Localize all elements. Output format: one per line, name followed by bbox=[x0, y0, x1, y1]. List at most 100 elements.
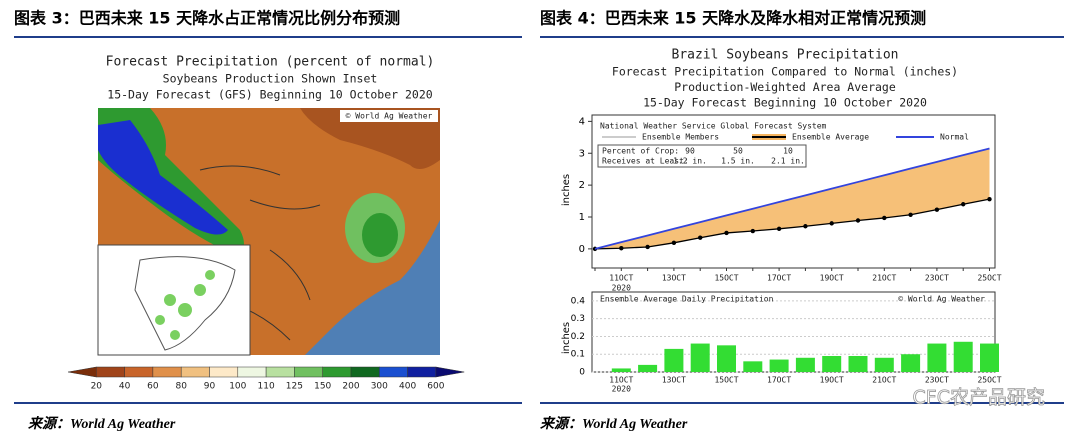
crop-table-cell: 1.2 in. bbox=[673, 157, 707, 166]
x-tick-label: 23OCT bbox=[925, 274, 949, 283]
x-tick-label: 19OCT bbox=[820, 376, 844, 385]
y-tick-label: 0.2 bbox=[571, 332, 585, 342]
x-tick-label: 21OCT bbox=[872, 376, 896, 385]
series-point bbox=[803, 224, 808, 229]
map-figure: Forecast Precipitation (percent of norma… bbox=[67, 42, 465, 395]
series-point bbox=[698, 235, 703, 240]
x-tick-label: 17OCT bbox=[767, 274, 791, 283]
series-line bbox=[594, 147, 990, 250]
crop-table-cell: 2.1 in. bbox=[771, 157, 805, 166]
colorbar-label: 150 bbox=[314, 382, 331, 392]
series-point bbox=[961, 202, 966, 207]
crop-table-cell: 10 bbox=[783, 147, 793, 156]
bar bbox=[795, 357, 815, 372]
bar bbox=[822, 356, 842, 372]
bar bbox=[848, 356, 868, 372]
series-point bbox=[750, 228, 755, 234]
bar bbox=[953, 341, 973, 372]
colorbar-label: 125 bbox=[286, 382, 303, 392]
map-region bbox=[98, 120, 228, 235]
map-credit: © World Ag Weather bbox=[346, 112, 433, 121]
colorbar-swatch bbox=[350, 366, 380, 378]
x-tick-label: 21OCT bbox=[872, 274, 896, 283]
y-tick-label: 3 bbox=[579, 148, 585, 159]
colorbar-label: 60 bbox=[147, 382, 159, 392]
series-point bbox=[987, 196, 992, 202]
colorbar-swatch bbox=[407, 366, 437, 378]
crop-table-cell: 50 bbox=[733, 147, 743, 156]
bar bbox=[927, 343, 947, 372]
crop-table-cell: Percent of Crop: bbox=[602, 147, 679, 156]
chart-credit: © World Ag Weather bbox=[898, 295, 985, 304]
bar bbox=[611, 368, 631, 372]
colorbar-swatch bbox=[180, 366, 210, 378]
credit-box bbox=[340, 110, 438, 122]
legend-label: Ensemble Average bbox=[792, 133, 869, 142]
colorbar-swatch bbox=[379, 366, 408, 378]
y-tick-label: 0 bbox=[579, 368, 585, 378]
x-year-label: 2020 bbox=[612, 385, 631, 394]
colorbar-label: 200 bbox=[342, 382, 359, 392]
bar bbox=[901, 354, 921, 372]
map-subtitle: Soybeans Production Shown Inset bbox=[163, 72, 378, 86]
colorbar-swatch bbox=[209, 366, 239, 378]
legend-title: National Weather Service Global Forecast… bbox=[600, 122, 827, 131]
colorbar-swatch bbox=[152, 366, 182, 378]
x-tick-label: 11OCT bbox=[609, 274, 633, 283]
series-point bbox=[882, 215, 887, 221]
source: 来源：World Ag Weather bbox=[540, 415, 688, 432]
y-axis-label: inches bbox=[561, 322, 572, 354]
bar bbox=[638, 364, 658, 372]
series-point bbox=[934, 207, 940, 212]
bar bbox=[980, 343, 999, 372]
chart-figure: Brazil Soybeans Precipitation Forecast Pr… bbox=[561, 48, 1002, 394]
y-tick-label: 0 bbox=[579, 244, 585, 255]
colorbar-label: 400 bbox=[399, 382, 416, 392]
x-tick-label: 15OCT bbox=[714, 376, 738, 385]
chart-subtitle: Forecast Precipitation Compared to Norma… bbox=[612, 65, 958, 79]
colorbar-label: 100 bbox=[229, 382, 246, 392]
y-tick-label: 1 bbox=[579, 212, 585, 223]
y-tick-label: 4 bbox=[579, 116, 585, 127]
bar bbox=[690, 343, 710, 372]
map-border bbox=[199, 165, 321, 341]
x-tick-label: 25OCT bbox=[977, 274, 1001, 283]
chart-title: Brazil Soybeans Precipitation bbox=[672, 48, 899, 63]
colorbar-swatch bbox=[435, 366, 465, 378]
series-point bbox=[855, 218, 861, 223]
chart-title: Ensemble Average Daily Precipitation bbox=[600, 295, 774, 304]
chart-subtitle: Production-Weighted Area Average bbox=[674, 80, 896, 94]
source: 来源：World Ag Weather bbox=[28, 415, 176, 432]
bar bbox=[874, 357, 894, 372]
x-tick-label: 11OCT bbox=[609, 376, 633, 385]
colorbar-label: 110 bbox=[258, 382, 275, 392]
x-year-label: 2020 bbox=[612, 284, 631, 293]
colorbar-swatch bbox=[237, 366, 267, 378]
watermark: CFC农产品研究 bbox=[913, 387, 1045, 409]
colorbar-swatch bbox=[124, 366, 154, 378]
legend-label: Ensemble Members bbox=[642, 133, 719, 142]
series-point bbox=[619, 246, 624, 251]
colorbar-label: 300 bbox=[371, 382, 388, 392]
colorbar-label: 40 bbox=[119, 382, 131, 392]
x-tick-label: 23OCT bbox=[925, 376, 949, 385]
x-tick-label: 13OCT bbox=[662, 274, 686, 283]
map-ocean bbox=[305, 220, 440, 355]
bar bbox=[717, 345, 736, 372]
series-point bbox=[724, 230, 729, 236]
x-tick-label: 17OCT bbox=[767, 376, 791, 385]
map-title: Forecast Precipitation (percent of norma… bbox=[106, 55, 435, 70]
figure-caption: 图表 4：巴西未来 15 天降水及降水相对正常情况预测 bbox=[540, 9, 926, 28]
bar bbox=[769, 359, 789, 372]
series-line bbox=[594, 198, 990, 250]
map-region bbox=[300, 108, 440, 169]
y-tick-label: 0.4 bbox=[571, 296, 586, 306]
x-tick-label: 13OCT bbox=[662, 376, 686, 385]
series-point bbox=[908, 212, 913, 217]
inset-production bbox=[155, 270, 215, 340]
map-inset-outline bbox=[134, 256, 236, 351]
series-point bbox=[776, 226, 782, 231]
